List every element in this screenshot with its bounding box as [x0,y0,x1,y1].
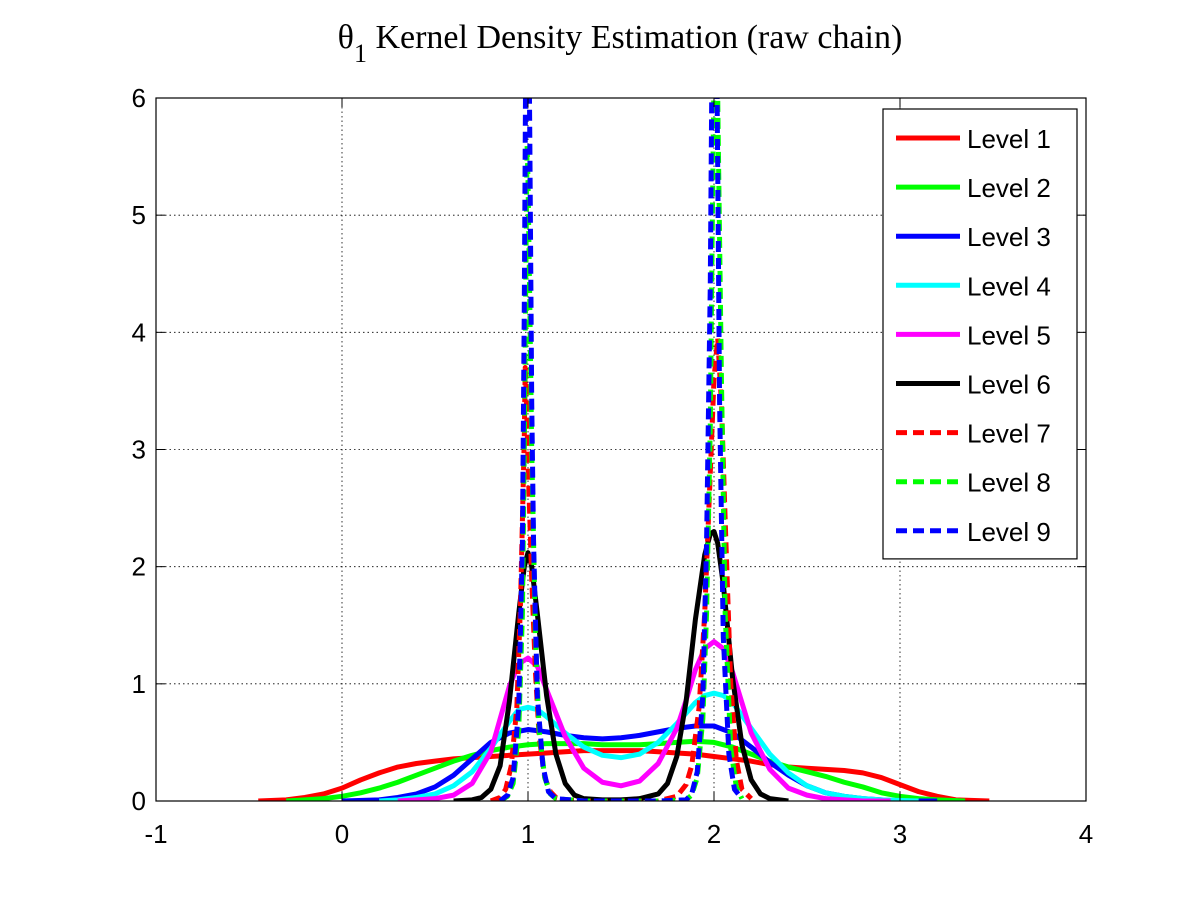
y-tick-label: 2 [132,552,146,582]
legend-label-level-6: Level 6 [967,370,1051,400]
title-rest: Kernel Density Estimation (raw chain) [367,19,902,56]
legend: Level 1 Level 2 Level 3 Level 4 Level 5 Level… [882,108,1078,560]
y-tick-label: 6 [132,83,146,113]
legend-label-level-2: Level 2 [967,173,1051,203]
x-tick-label: 3 [893,819,907,849]
title-theta: θ [338,19,354,56]
y-tick-label: 0 [132,786,146,816]
legend-label-level-8: Level 8 [967,468,1051,498]
legend-label-level-9: Level 9 [967,517,1051,547]
y-tick-label: 4 [132,317,146,347]
x-tick-label: 2 [707,819,721,849]
x-tick-label: 1 [521,819,535,849]
series-line-level-1 [258,748,990,801]
y-tick-label: 3 [132,435,146,465]
x-tick-label: -1 [144,819,167,849]
series-line-level-2 [286,738,966,801]
series-line-level-5 [397,639,891,801]
legend-label-level-7: Level 7 [967,419,1051,449]
series-line-level-4 [379,690,919,801]
x-tick-label: 0 [335,819,349,849]
x-tick-label: 4 [1079,819,1093,849]
y-tick-label: 1 [132,669,146,699]
legend-label-level-4: Level 4 [967,271,1051,301]
legend-label-level-3: Level 3 [967,222,1051,252]
chart-title: θ1 Kernel Density Estimation (raw chain) [338,19,903,68]
series-line-level-7 [489,335,753,801]
legend-label-level-5: Level 5 [967,320,1051,350]
legend-label-level-1: Level 1 [967,124,1051,154]
y-tick-label: 5 [132,200,146,230]
title-subscript: 1 [354,39,367,68]
